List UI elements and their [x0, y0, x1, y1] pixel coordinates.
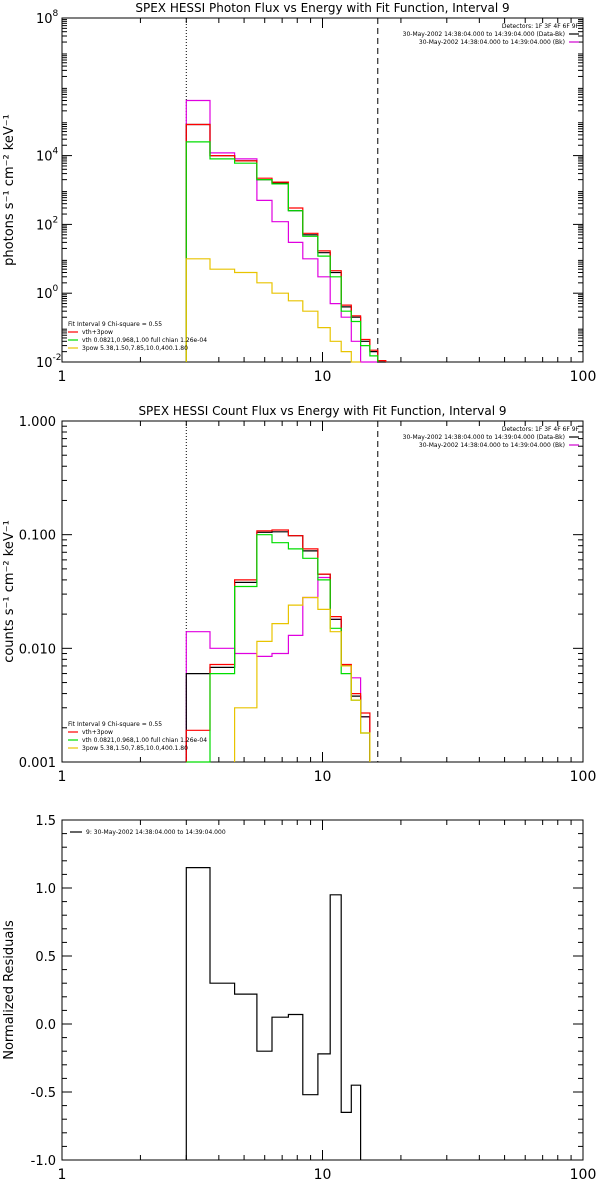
chart-title: SPEX HESSI Photon Flux vs Energy with Fi… — [135, 1, 509, 15]
y-tick-label: 1.0 — [35, 882, 56, 897]
y-tick-base: 10 — [36, 287, 53, 302]
count-flux-panel: SPEX HESSI Count Flux vs Energy with Fit… — [2, 404, 596, 785]
x-tick-label: 100 — [570, 769, 597, 785]
y-tick-exponent: 4 — [53, 147, 59, 157]
x-tick-label: 1 — [58, 1167, 67, 1183]
legend-top-text: Detectors: 1F 3F 4F 6F 9F — [502, 23, 580, 30]
y-tick-exponent: 0 — [53, 284, 59, 294]
series-line-3 — [185, 141, 379, 362]
y-tick-label: 108 — [36, 9, 59, 27]
y-tick-label: 1.000 — [19, 415, 56, 430]
series-line-4 — [185, 258, 361, 363]
y-tick-base: 10 — [36, 356, 53, 371]
y-tick-label: 0.100 — [19, 529, 56, 544]
x-tick-label: 100 — [570, 369, 597, 385]
y-tick-label: 0.5 — [35, 950, 56, 965]
y-tick-label: 1.5 — [35, 814, 56, 829]
series-line-0 — [185, 867, 362, 1160]
y-tick-label: 0.010 — [19, 642, 56, 657]
legend-top-text: 30-May-2002 14:38:04.000 to 14:39:04.000… — [419, 442, 565, 449]
x-tick-label: 10 — [314, 1167, 332, 1183]
residuals-panel: 1 10 100 -1.0 -0.5 0.0 0.5 1.0 1.5 Normalized Res… — [2, 814, 596, 1183]
legend-bottom-text: vth+3pow — [82, 329, 113, 336]
y-tick-exponent: 8 — [53, 9, 59, 19]
y-tick-base: 10 — [36, 12, 53, 27]
y-tick-label: 104 — [36, 147, 59, 165]
legend-top-text: 30-May-2002 14:38:04.000 to 14:39:04.000… — [403, 434, 565, 441]
y-tick-label: 0.001 — [19, 756, 56, 771]
legend-bottom-text: 3pow 5.38,1.50,7.85,10.0,400.1.80 — [82, 745, 188, 752]
chart-title: SPEX HESSI Count Flux vs Energy with Fit… — [138, 404, 506, 418]
y-tick-base: 10 — [36, 218, 53, 233]
y-tick-label: -1.0 — [31, 1154, 56, 1169]
photon-flux-panel: SPEX HESSI Photon Flux vs Energy with Fi… — [2, 1, 596, 385]
x-tick-label: 1 — [58, 769, 67, 785]
y-tick-exponent: 2 — [53, 215, 59, 225]
x-tick-label: 1 — [58, 369, 67, 385]
x-tick-label: 100 — [570, 1167, 597, 1183]
y-axis-label: photons s⁻¹ cm⁻² keV⁻¹ — [2, 114, 17, 266]
legend-bottom-text: Fit Interval 9 Chi-square = 0.55 — [68, 721, 162, 728]
legend-top-text: 9: 30-May-2002 14:38:04.000 to 14:39:04.… — [86, 829, 226, 836]
legend-top-text: 30-May-2002 14:38:04.000 to 14:39:04.000… — [419, 39, 565, 46]
legend-bottom-text: vth+3pow — [82, 729, 113, 736]
series-line-0 — [185, 99, 378, 363]
y-tick-label: 10-2 — [36, 353, 62, 371]
legend-bottom-text: 3pow 5.38,1.50,7.85,10.0,400.1.80 — [82, 345, 188, 352]
x-tick-label: 10 — [314, 769, 332, 785]
y-tick-base: 10 — [36, 150, 53, 165]
y-tick-label: 100 — [36, 284, 59, 302]
y-tick-label: -0.5 — [31, 1086, 56, 1101]
legend-bottom-text: vth 0.0821,0.968,1.00 full chian 1.26e-0… — [82, 737, 207, 744]
legend-bottom-text: vth 0.0821,0.968,1.00 full chian 1.26e-0… — [82, 337, 207, 344]
series-line-4 — [234, 596, 371, 762]
y-axis-label: counts s⁻¹ cm⁻² keV⁻¹ — [2, 520, 17, 663]
legend-top-text: 30-May-2002 14:38:04.000 to 14:39:04.000… — [403, 31, 565, 38]
y-tick-label: 0.0 — [35, 1018, 56, 1033]
y-tick-exponent: -2 — [53, 353, 62, 363]
y-tick-label: 102 — [36, 215, 58, 233]
legend-bottom-text: Fit Interval 9 Chi-square = 0.55 — [68, 321, 162, 328]
x-tick-label: 10 — [314, 369, 332, 385]
y-axis-label: Normalized Residuals — [2, 920, 17, 1060]
legend-top-text: Detectors: 1F 3F 4F 6F 9F — [502, 426, 580, 433]
